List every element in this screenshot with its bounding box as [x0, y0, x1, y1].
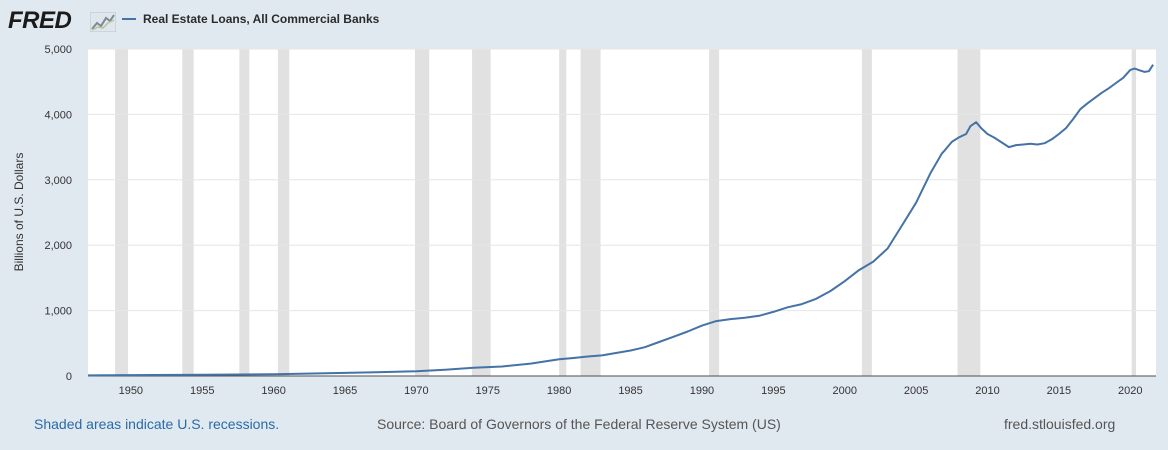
recession-band-10	[957, 49, 981, 376]
x-tick-label: 1980	[547, 385, 571, 397]
x-tick-label: 2005	[904, 385, 928, 397]
recession-band-1	[182, 49, 194, 376]
fred-logo-graph-icon	[90, 12, 116, 32]
recession-band-5	[472, 49, 491, 376]
y-tick-label: 0	[66, 371, 72, 383]
y-tick-label: 4,000	[44, 109, 72, 121]
x-tick-label: 2015	[1047, 385, 1071, 397]
recession-band-7	[580, 49, 601, 376]
site-url[interactable]: fred.stlouisfed.org	[1004, 416, 1116, 432]
chart-header: FRED Real Estate Loans, All Commercial B…	[0, 0, 1168, 44]
x-tick-label: 1985	[618, 385, 642, 397]
x-tick-label: 1950	[119, 385, 143, 397]
recession-band-0	[115, 49, 128, 376]
x-tick-label: 1970	[404, 385, 428, 397]
y-tick-label: 5,000	[44, 44, 72, 56]
source-text: Source: Board of Governors of the Federa…	[377, 416, 781, 432]
legend-swatch	[122, 18, 136, 20]
x-tick-label: 2020	[1118, 385, 1142, 397]
x-tick-label: 1990	[690, 385, 714, 397]
fred-logo[interactable]: FRED	[8, 6, 118, 36]
recession-band-8	[709, 49, 720, 376]
recession-band-9	[861, 49, 872, 376]
x-axis-tick-labels: 1950 1955 1960 1965 1970 1975 1980 1985 1990 1995…	[119, 385, 1143, 397]
recession-band-11	[1131, 49, 1137, 376]
y-tick-label: 1,000	[44, 306, 72, 318]
series-line[interactable]	[87, 64, 1154, 377]
chart-footer: Shaded areas indicate U.S. recessions. S…	[0, 412, 1168, 438]
y-axis-tick-labels: 0 1,000 2,000 3,000 4,000 5,000	[44, 44, 72, 383]
y-tick-label: 2,000	[44, 240, 72, 252]
x-tick-label: 1975	[476, 385, 500, 397]
x-tick-label: 1960	[261, 385, 285, 397]
x-tick-label: 2000	[832, 385, 856, 397]
recession-note-link[interactable]: Shaded areas indicate U.S. recessions.	[34, 416, 280, 432]
x-tick-label: 2010	[975, 385, 999, 397]
recession-shading-layer	[115, 49, 1137, 376]
y-tick-label: 3,000	[44, 175, 72, 187]
y-axis-label: Billions of U.S. Dollars	[12, 153, 26, 272]
recession-band-6	[559, 49, 567, 376]
fred-logo-text: FRED	[8, 7, 72, 34]
gridlines	[88, 48, 1156, 312]
x-tick-label: 1965	[333, 385, 357, 397]
legend-series-label: Real Estate Loans, All Commercial Banks	[143, 12, 380, 26]
x-tick-label: 1955	[190, 385, 214, 397]
x-tick-label: 1995	[761, 385, 785, 397]
chart-legend[interactable]: Real Estate Loans, All Commercial Banks	[122, 9, 379, 29]
recession-band-4	[414, 49, 430, 376]
recession-band-2	[239, 49, 250, 376]
recession-band-3	[277, 49, 290, 376]
